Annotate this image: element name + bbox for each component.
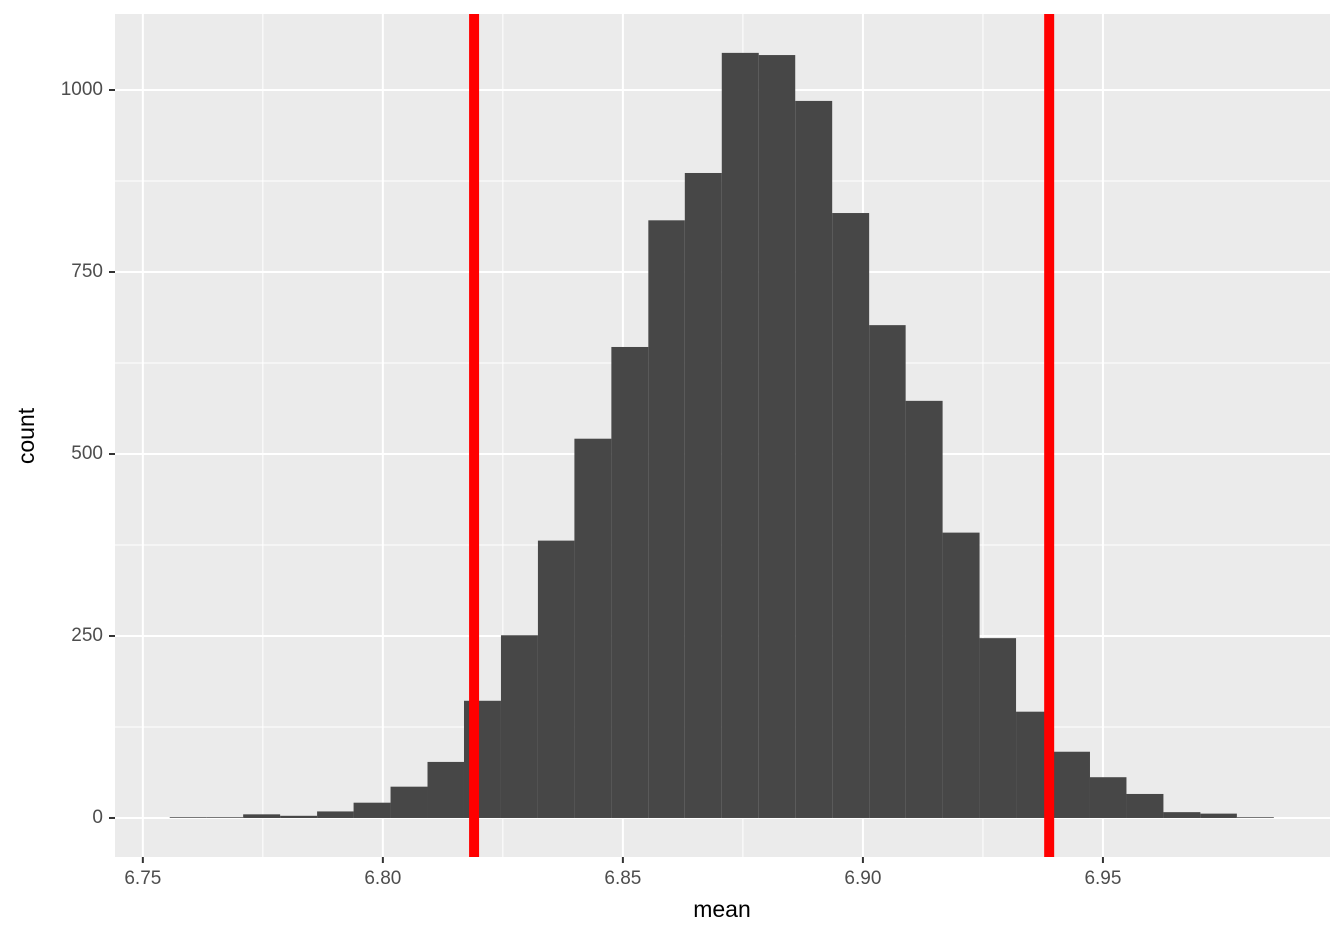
- bar: [1236, 817, 1274, 818]
- bar: [169, 817, 207, 818]
- x-tick-label: 6.85: [604, 868, 641, 889]
- x-axis-title: mean: [693, 896, 751, 922]
- bar: [1126, 793, 1164, 818]
- bar: [390, 786, 428, 818]
- bar: [684, 172, 722, 818]
- bar: [795, 100, 833, 818]
- bar: [1200, 813, 1237, 818]
- x-tick-label: 6.80: [364, 868, 401, 889]
- bar: [869, 325, 906, 818]
- bar: [574, 438, 612, 818]
- bar: [832, 213, 870, 818]
- bar: [280, 815, 318, 818]
- y-tick-label: 250: [71, 625, 103, 646]
- y-tick-label: 0: [92, 807, 103, 828]
- bar: [979, 638, 1017, 818]
- bar: [1089, 777, 1127, 818]
- y-axis-title: count: [13, 407, 39, 464]
- bar: [942, 532, 980, 818]
- bar: [1163, 812, 1201, 818]
- bar: [905, 400, 943, 818]
- x-tick-label: 6.90: [844, 868, 881, 889]
- bar: [206, 817, 244, 818]
- bar: [317, 811, 354, 818]
- bar: [537, 540, 575, 818]
- bar: [721, 52, 759, 818]
- bar: [611, 346, 649, 818]
- y-tick-label: 1000: [61, 79, 103, 100]
- x-tick-label: 6.75: [124, 868, 161, 889]
- bar: [243, 814, 281, 818]
- y-tick-label: 500: [71, 443, 103, 464]
- bar: [500, 635, 538, 818]
- bar: [427, 761, 464, 818]
- bar: [648, 220, 685, 818]
- x-tick-label: 6.95: [1084, 868, 1121, 889]
- bar: [1053, 751, 1090, 818]
- y-tick-label: 750: [71, 261, 103, 282]
- bar: [353, 802, 391, 818]
- bar: [758, 55, 796, 818]
